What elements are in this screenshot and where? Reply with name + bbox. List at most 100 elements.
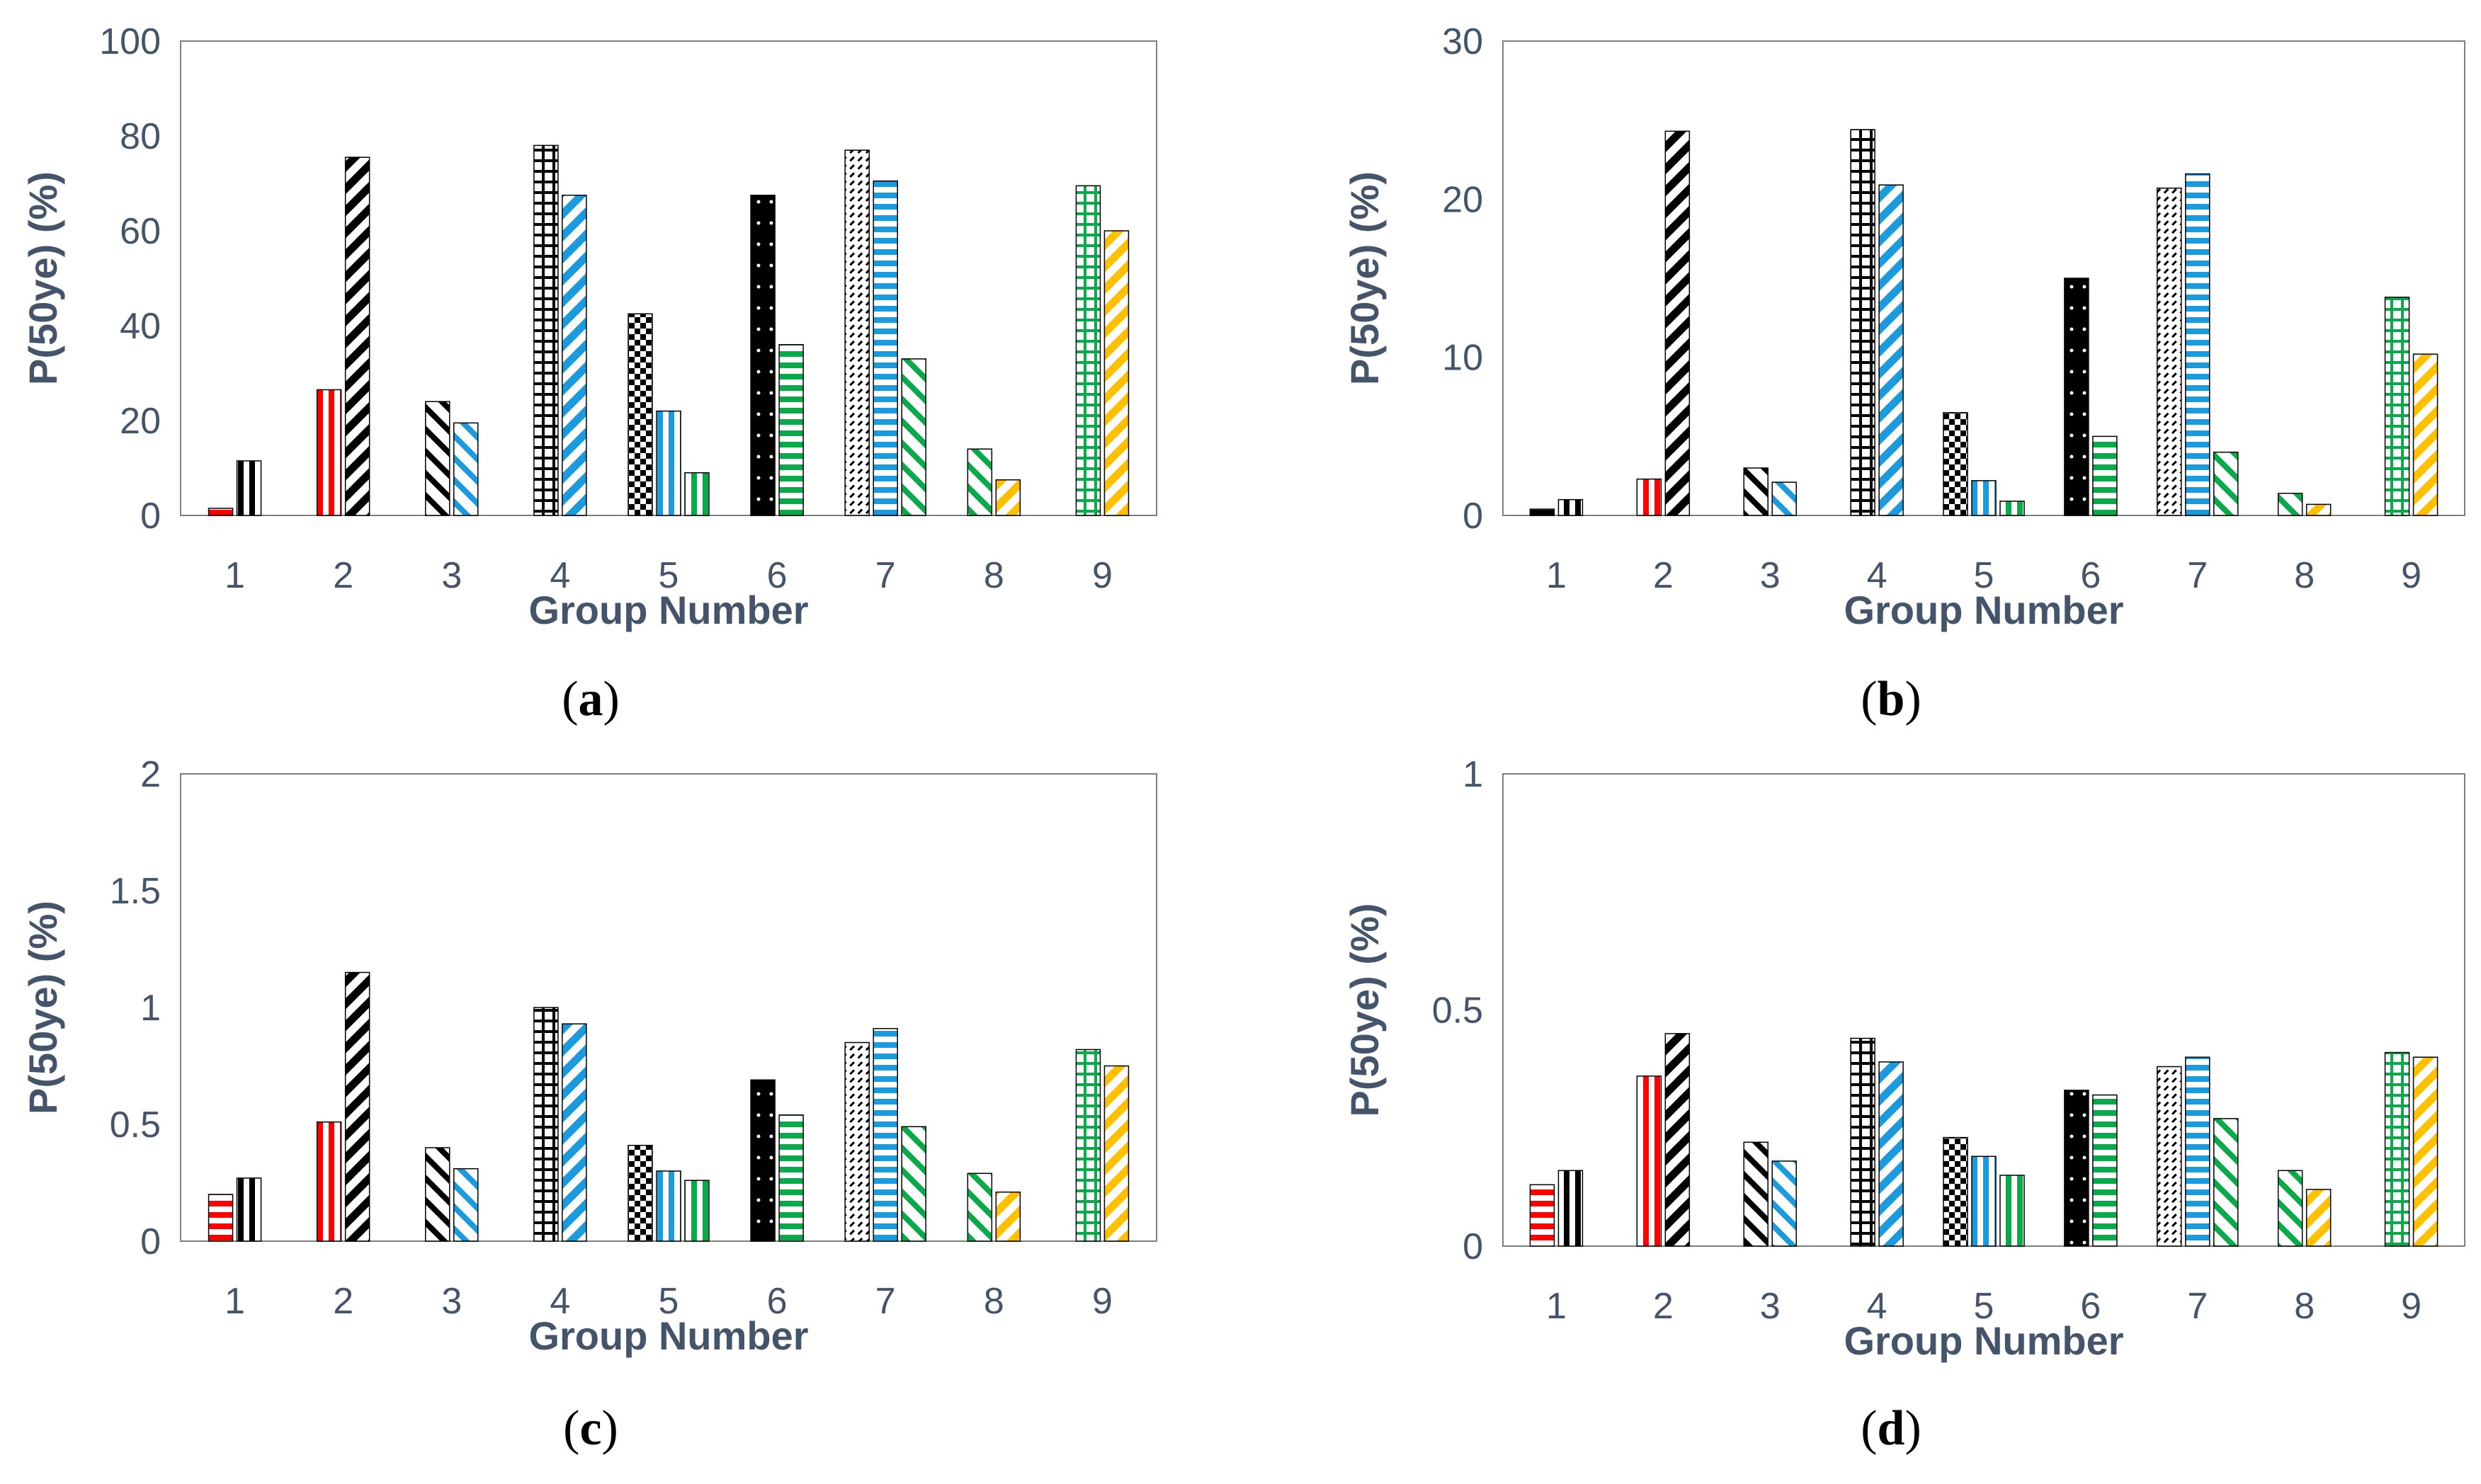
y-tick-label: 2 xyxy=(140,754,161,795)
x-tick-label: 9 xyxy=(1092,555,1113,596)
panel-caption: (d) xyxy=(1861,1401,1921,1456)
bar xyxy=(1636,478,1662,516)
y-tick-label: 0.5 xyxy=(110,1105,161,1146)
bar xyxy=(1529,1184,1555,1247)
y-axis-title: P(50ye) (%) xyxy=(1342,171,1387,385)
panel-d: 0 0.5 1 1 2 3 4 5 6 7 8 9 Group Number P(50ye) (%) (d) xyxy=(1342,754,2465,1456)
bar xyxy=(236,1177,262,1242)
x-tick-label: 4 xyxy=(1867,555,1887,596)
x-tick-label: 9 xyxy=(2401,555,2422,596)
bar xyxy=(1878,1061,1904,1247)
bar xyxy=(656,1170,681,1242)
bar xyxy=(1529,508,1555,516)
bar xyxy=(873,180,898,516)
bar xyxy=(1557,498,1584,516)
x-tick-label: 7 xyxy=(2187,555,2208,596)
bar xyxy=(316,389,342,516)
x-tick-label: 1 xyxy=(225,1281,245,1322)
panel-c: 0 0.5 1 1.5 2 1 2 3 4 5 6 7 8 9 Group Number P(50ye) (%… xyxy=(21,754,1157,1456)
bar xyxy=(2064,278,2089,516)
bar xyxy=(628,313,653,516)
bar xyxy=(453,422,479,516)
x-tick-label: 5 xyxy=(1974,555,1994,596)
x-tick-label: 5 xyxy=(659,1281,679,1322)
bar xyxy=(1943,1136,1968,1247)
x-axis-title: Group Number xyxy=(1844,588,2123,632)
x-tick-label: 9 xyxy=(2401,1286,2422,1327)
bar xyxy=(1103,230,1130,516)
bar xyxy=(562,1023,587,1242)
bar xyxy=(1636,1075,1662,1247)
bar xyxy=(1850,129,1875,516)
panel-caption: (b) xyxy=(1861,672,1921,726)
bar xyxy=(2185,1056,2210,1247)
x-tick-label: 5 xyxy=(1974,1286,1994,1327)
y-tick-label: 40 xyxy=(120,306,161,347)
y-tick-label: 1.5 xyxy=(110,871,161,912)
y-axis-title: P(50ye) (%) xyxy=(21,901,65,1114)
panel-caption: (c) xyxy=(563,1401,618,1456)
x-tick-label: 8 xyxy=(984,1281,1004,1322)
y-tick-label: 0 xyxy=(1463,1226,1483,1267)
y-tick-label: 60 xyxy=(120,211,161,252)
x-tick-label: 1 xyxy=(225,555,245,596)
bar xyxy=(2213,451,2239,516)
bar xyxy=(2412,353,2439,516)
bar xyxy=(1557,1170,1584,1247)
bar xyxy=(2213,1118,2239,1247)
bar xyxy=(2092,435,2118,516)
bar xyxy=(901,1126,926,1242)
x-tick-label: 6 xyxy=(767,1281,788,1322)
y-tick-label: 20 xyxy=(1442,179,1483,220)
panel-b: 0 10 20 30 1 2 3 4 5 6 7 8 9 Group Number P(50ye) (%) (… xyxy=(1342,21,2465,726)
bar xyxy=(2064,1090,2089,1247)
bar xyxy=(236,460,262,516)
x-tick-label: 8 xyxy=(2294,1286,2315,1327)
y-tick-label: 1 xyxy=(1463,754,1483,795)
x-tick-label: 7 xyxy=(875,555,896,596)
x-tick-label: 7 xyxy=(2187,1286,2208,1327)
y-tick-label: 10 xyxy=(1442,338,1483,379)
bar xyxy=(2305,503,2332,516)
x-tick-label: 2 xyxy=(333,1281,353,1322)
panel-a: 0 20 40 60 80 100 1 2 3 4 5 6 7 8 9 Group Number P(50ye)… xyxy=(21,21,1157,726)
x-tick-label: 5 xyxy=(659,555,679,596)
x-tick-label: 3 xyxy=(441,555,462,596)
x-tick-label: 6 xyxy=(767,555,788,596)
bar xyxy=(2157,1066,2182,1247)
y-axis-title: P(50ye) (%) xyxy=(1342,903,1387,1117)
x-tick-label: 3 xyxy=(1760,555,1781,596)
bar xyxy=(1664,1033,1691,1247)
x-tick-label: 1 xyxy=(1546,1286,1567,1327)
x-tick-label: 4 xyxy=(550,555,570,596)
bar xyxy=(1664,130,1691,516)
bar xyxy=(344,156,370,516)
x-axis-title: Group Number xyxy=(528,1313,808,1358)
bar xyxy=(425,1147,450,1242)
bar xyxy=(2157,187,2182,516)
plot-area-b xyxy=(1502,40,2465,516)
x-tick-label: 3 xyxy=(1760,1286,1781,1327)
bar xyxy=(316,1121,342,1242)
bar xyxy=(778,1114,804,1242)
bar xyxy=(425,401,450,516)
bar xyxy=(2384,1051,2410,1247)
bar xyxy=(844,149,870,516)
x-axis-title: Group Number xyxy=(1844,1318,2123,1363)
x-axis-title: Group Number xyxy=(528,588,808,632)
bar xyxy=(1999,1175,2025,1247)
bar xyxy=(684,1180,710,1242)
bar xyxy=(1943,412,1968,516)
x-tick-label: 6 xyxy=(2080,555,2101,596)
bar xyxy=(344,971,370,1242)
bar xyxy=(1743,1141,1769,1247)
y-tick-label: 20 xyxy=(120,401,161,442)
bar xyxy=(1771,481,1797,516)
y-tick-label: 0 xyxy=(140,1221,161,1262)
y-tick-label: 80 xyxy=(120,116,161,157)
bar xyxy=(995,1191,1021,1242)
bar xyxy=(1103,1065,1130,1242)
bar xyxy=(2305,1189,2332,1247)
bar xyxy=(778,344,804,516)
